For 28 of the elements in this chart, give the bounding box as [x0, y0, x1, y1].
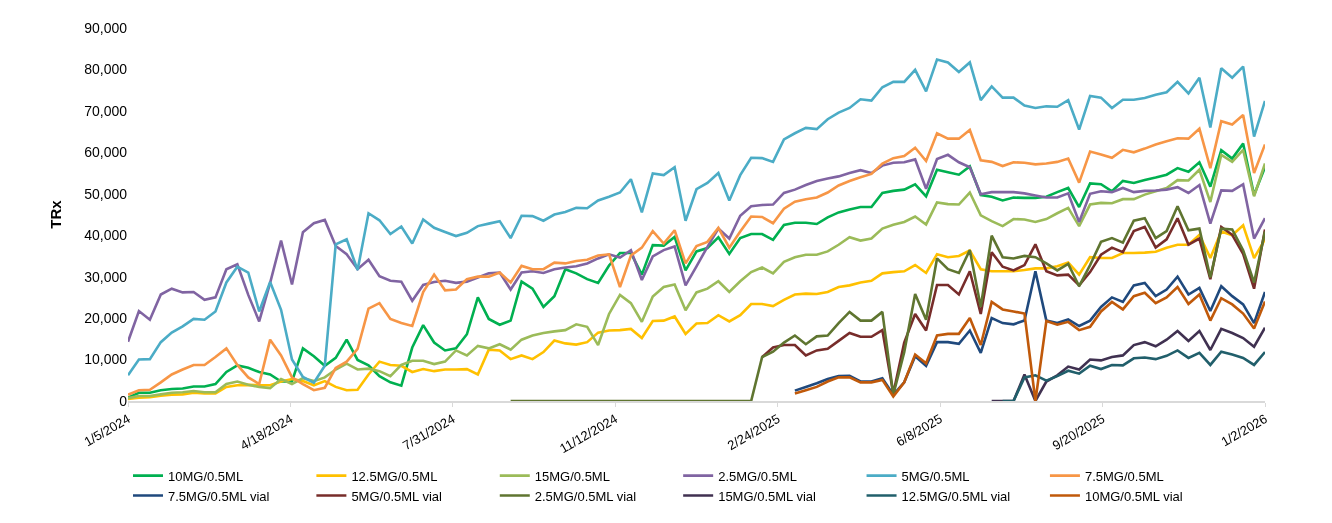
y-tick-label: 50,000 — [84, 185, 128, 202]
legend-label: 10MG/0.5ML — [168, 468, 244, 484]
legend-label: 2.5MG/0.5ML — [718, 468, 797, 484]
y-tick-label: 40,000 — [84, 227, 128, 244]
legend-label: 15MG/0.5ML — [534, 468, 610, 484]
legend-label: 5MG/0.5ML vial — [351, 488, 443, 504]
line-series — [128, 58, 1265, 385]
line-series — [1001, 349, 1265, 401]
y-tick-label: 60,000 — [84, 144, 128, 161]
legend-label: 15MG/0.5ML vial — [718, 488, 817, 504]
y-tick-label: 30,000 — [84, 268, 128, 285]
y-tick-label: 70,000 — [84, 102, 128, 119]
legend-label: 7.5MG/0.5ML — [1084, 468, 1164, 484]
y-axis-title: TRx — [47, 199, 65, 229]
legend-label: 7.5MG/0.5ML vial — [168, 488, 270, 504]
legend-label: 5MG/0.5ML — [901, 468, 970, 484]
legend-label: 12.5MG/0.5ML vial — [901, 488, 1011, 504]
y-tick-label: 80,000 — [84, 61, 128, 78]
line-series — [793, 285, 1265, 401]
y-tick-label: 20,000 — [84, 310, 128, 327]
y-tick-label: 0 — [119, 392, 128, 409]
line-series — [128, 153, 1265, 344]
legend-label: 10MG/0.5ML vial — [1084, 488, 1183, 504]
legend-label: 12.5MG/0.5ML — [351, 468, 438, 484]
y-tick-label: 10,000 — [84, 351, 128, 368]
legend-label: 2.5MG/0.5ML vial — [534, 488, 637, 504]
line-series — [509, 204, 1265, 401]
y-tick-label: 90,000 — [84, 19, 128, 36]
